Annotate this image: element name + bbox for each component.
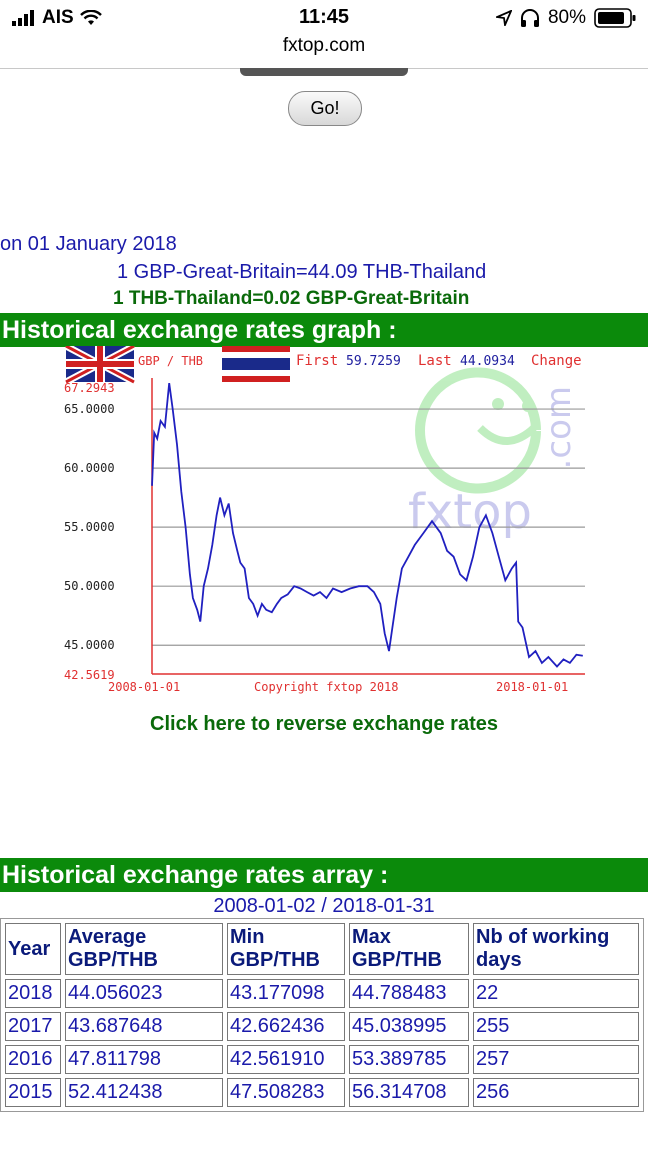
series-line [151,382,583,668]
cell-min: 43.177098 [227,979,345,1008]
url-bar[interactable]: fxtop.com [282,35,366,56]
y-tick-labels: 65.0000 60.0000 55.0000 50.0000 45.0000 [64,402,115,652]
chart-grid [152,408,585,646]
cell-min: 42.662436 [227,1012,345,1041]
clock: 11:45 [298,6,350,28]
first-label: First [296,353,338,369]
y-max-label: 67.2943 [64,381,115,395]
header-average: Average GBP/THB [65,923,223,975]
y-tick-label: 65.0000 [64,402,115,416]
fxtop-watermark: fxtop .com [408,367,579,540]
pair-label: GBP / THB [138,354,203,368]
status-left: AIS [12,7,102,29]
cell-average: 43.687648 [65,1012,223,1041]
status-bar: AIS 11:45 80% [0,0,648,36]
reverse-rates-link[interactable]: Click here to reverse exchange rates [150,713,498,735]
rates-table: Year Average GBP/THB Min GBP/THB Max GBP/TH… [0,918,644,1112]
cell-average: 52.412438 [65,1078,223,1107]
chart-axes [151,378,585,675]
header-year: Year [5,923,61,975]
cell-working-days: 255 [473,1012,639,1041]
copyright-label: Copyright fxtop 2018 [254,680,399,694]
carrier-name: AIS [42,7,74,28]
last-value: 44.0934 [460,354,515,369]
y-tick-label: 60.0000 [64,461,115,475]
svg-text:.com: .com [539,386,579,469]
cell-working-days: 256 [473,1078,639,1107]
change-label: Change [531,353,582,369]
table-row: 2016 47.811798 42.561910 53.389785 257 [5,1045,639,1074]
first-value: 59.7259 [346,354,401,369]
x-start-label: 2008-01-01 [108,680,180,694]
date-range: 2008-01-02 / 2018-01-31 [213,895,435,917]
signal-icon [12,10,34,26]
last-label: Last [418,353,452,369]
header-min: Min GBP/THB [227,923,345,975]
thailand-flag-icon [222,346,290,382]
y-min-label: 42.5619 [64,668,115,682]
cell-min: 47.508283 [227,1078,345,1107]
header-max: Max GBP/THB [349,923,469,975]
conversion-date: on 01 January 2018 [0,233,177,255]
cell-average: 44.056023 [65,979,223,1008]
headphones-icon [520,9,539,27]
cell-year: 2016 [5,1045,61,1074]
cell-max: 53.389785 [349,1045,469,1074]
y-tick-label: 45.0000 [64,638,115,652]
x-end-label: 2018-01-01 [496,680,568,694]
cell-max: 45.038995 [349,1012,469,1041]
graph-section-title: Historical exchange rates graph : [0,313,648,347]
location-arrow-icon [495,10,512,26]
header-working-days: Nb of working days [473,923,639,975]
cell-average: 47.811798 [65,1045,223,1074]
wifi-icon [79,10,102,25]
table-row: 2018 44.056023 43.177098 44.788483 22 [5,979,639,1008]
y-tick-label: 55.0000 [64,520,115,534]
cell-max: 44.788483 [349,979,469,1008]
uk-flag-icon [64,346,136,386]
battery-icon [594,8,636,28]
status-right: 80% [495,7,636,29]
cell-year: 2018 [5,979,61,1008]
table-header-row: Year Average GBP/THB Min GBP/THB Max GBP/TH… [5,923,639,975]
cell-max: 56.314708 [349,1078,469,1107]
rate-gbp-to-thb: 1 GBP-Great-Britain=44.09 THB-Thailand [117,261,487,283]
cell-year: 2015 [5,1078,61,1107]
table-row: 2015 52.412438 47.508283 56.314708 256 [5,1078,639,1107]
battery-percent: 80% [547,7,586,28]
cell-min: 42.561910 [227,1045,345,1074]
exchange-rate-chart[interactable]: fxtop .com GBP / THB First 59.7259 Last … [58,346,590,698]
go-button[interactable]: Go! [288,91,362,126]
y-tick-label: 50.0000 [64,579,115,593]
svg-text:fxtop: fxtop [408,484,532,540]
rate-thb-to-gbp: 1 THB-Thailand=0.02 GBP-Great-Britain [113,288,470,309]
cell-working-days: 257 [473,1045,639,1074]
currency-select[interactable] [240,68,408,76]
array-section-title: Historical exchange rates array : [0,858,648,892]
cell-working-days: 22 [473,979,639,1008]
table-row: 2017 43.687648 42.662436 45.038995 255 [5,1012,639,1041]
cell-year: 2017 [5,1012,61,1041]
